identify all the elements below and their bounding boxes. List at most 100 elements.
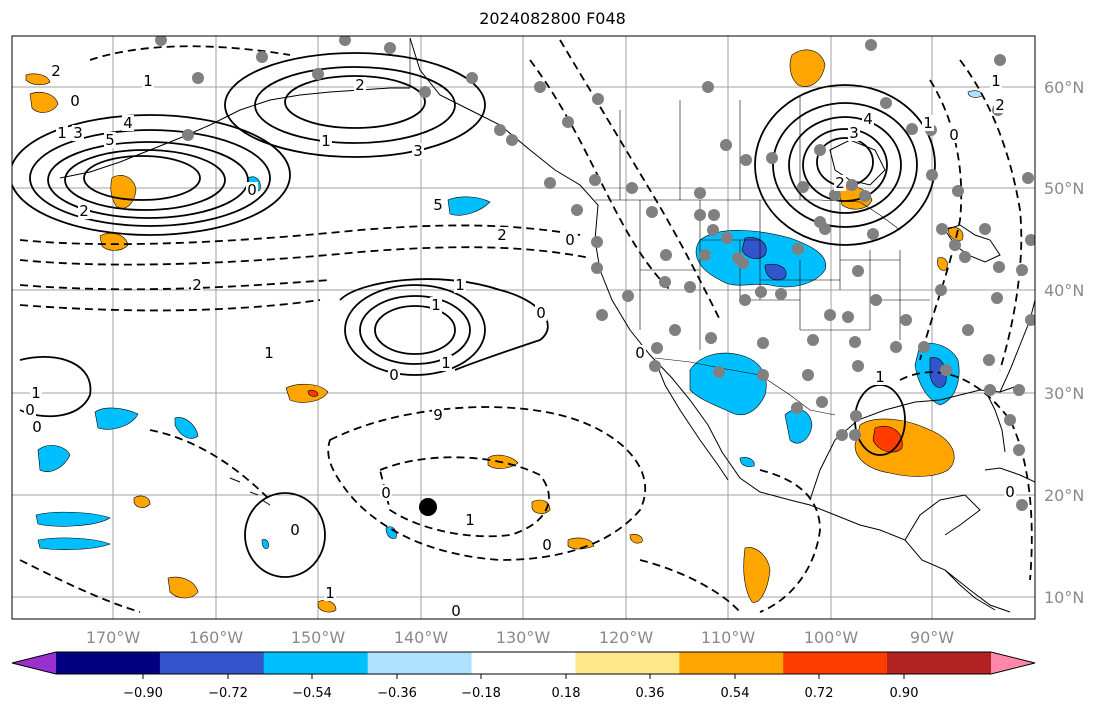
contour-label-background bbox=[948, 127, 960, 143]
shaded-region bbox=[94, 407, 139, 430]
contour-label-background bbox=[496, 227, 508, 243]
contour-label-background bbox=[990, 73, 1002, 89]
contour-label-background bbox=[874, 369, 886, 385]
contour-label-background bbox=[634, 345, 646, 361]
station-dot bbox=[466, 72, 478, 84]
station-dot bbox=[859, 190, 871, 202]
contour-label: 5 bbox=[105, 131, 115, 149]
contour-label-background bbox=[30, 385, 42, 401]
contour-label: 1 bbox=[875, 368, 885, 386]
shaded-region bbox=[743, 547, 771, 603]
station-dot bbox=[707, 224, 719, 236]
contour-label: 2 bbox=[835, 174, 845, 192]
contour-solid bbox=[788, 116, 902, 214]
contour-label: 0 bbox=[381, 484, 391, 502]
colorbar-label: 0.90 bbox=[890, 686, 919, 701]
station-dot bbox=[721, 232, 733, 244]
shaded-region bbox=[947, 227, 964, 241]
lon-tick-label: 100°W bbox=[804, 628, 859, 647]
contour-lines-solid bbox=[12, 52, 936, 578]
station-dot bbox=[312, 68, 324, 80]
contour-label-background bbox=[454, 277, 466, 293]
coastline-hawaii bbox=[229, 477, 271, 506]
contour-label: 0 bbox=[536, 304, 546, 322]
station-dot bbox=[994, 54, 1006, 66]
contour-label: 0 bbox=[389, 366, 399, 384]
contour-dashed bbox=[639, 559, 741, 613]
contour-label-background bbox=[122, 115, 134, 131]
station-dot bbox=[797, 181, 809, 193]
station-dot bbox=[935, 284, 947, 296]
station-dot bbox=[880, 97, 892, 109]
station-dot bbox=[646, 206, 658, 218]
coastline-hudson bbox=[829, 139, 886, 186]
lon-tick-label: 90°W bbox=[910, 628, 954, 647]
station-dot bbox=[918, 341, 930, 353]
coastline-east bbox=[999, 299, 1035, 393]
contour-label-background bbox=[430, 297, 442, 313]
contour-label: 0 bbox=[635, 344, 645, 362]
contour-label: 2 bbox=[355, 76, 365, 94]
colorbar-outline bbox=[11, 651, 1036, 675]
station-dot bbox=[983, 354, 995, 366]
contour-dashed bbox=[19, 559, 141, 613]
station-dot bbox=[755, 286, 767, 298]
station-dot bbox=[699, 249, 711, 261]
contour-label-background bbox=[388, 367, 400, 383]
contour-label-background bbox=[432, 407, 444, 423]
contour-label: 0 bbox=[32, 418, 42, 436]
lon-tick-label: 130°W bbox=[496, 628, 551, 647]
contour-solid bbox=[284, 75, 426, 129]
shaded-region bbox=[307, 389, 319, 397]
contour-label-background bbox=[246, 182, 258, 198]
contour-label: 2 bbox=[995, 96, 1005, 114]
colorbar-label: −0.18 bbox=[461, 686, 501, 701]
colorbar-segment bbox=[159, 652, 265, 674]
station-dot bbox=[852, 360, 864, 372]
contour-label-background bbox=[56, 125, 68, 141]
lon-tick-label: 120°W bbox=[599, 628, 654, 647]
station-dot bbox=[192, 72, 204, 84]
contour-label: 0 bbox=[70, 92, 80, 110]
contour-label-background bbox=[380, 485, 392, 501]
contour-label-background bbox=[922, 115, 934, 131]
contour-label-background bbox=[432, 197, 444, 213]
shaded-region bbox=[447, 196, 491, 216]
contour-label: 9 bbox=[433, 406, 443, 424]
storm-center-marker bbox=[419, 498, 437, 516]
contour-label: 1 bbox=[321, 132, 331, 150]
contour-label: 0 bbox=[25, 401, 35, 419]
contour-solid bbox=[254, 66, 456, 144]
colorbar-extend-min bbox=[12, 652, 56, 674]
contour-label: 0 bbox=[542, 536, 552, 554]
colorbar-segment bbox=[887, 652, 992, 674]
station-dot bbox=[959, 251, 971, 263]
shaded-region bbox=[789, 49, 826, 87]
longitude-labels: 170°W 160°W 150°W 140°W 130°W 120°W 110°… bbox=[86, 628, 954, 647]
observation-stations bbox=[155, 36, 1035, 511]
contour-label: 2 bbox=[497, 226, 507, 244]
contour-label: 1 bbox=[465, 511, 475, 529]
contour-label: 1 bbox=[455, 276, 465, 294]
contour-label-background bbox=[541, 537, 553, 553]
shaded-region bbox=[25, 73, 51, 86]
lat-tick-label: 60°N bbox=[1044, 78, 1084, 97]
shaded-region bbox=[872, 426, 903, 453]
contour-dashed bbox=[19, 246, 591, 266]
shaded-anomalies bbox=[25, 49, 983, 613]
border-us-canada bbox=[595, 199, 901, 231]
station-dot bbox=[852, 265, 864, 277]
contour-solid bbox=[224, 52, 486, 158]
station-dot bbox=[766, 152, 778, 164]
shaded-region bbox=[133, 495, 151, 508]
station-dot bbox=[739, 294, 751, 306]
contour-label: 1 bbox=[325, 584, 335, 602]
station-dot bbox=[865, 39, 877, 51]
coastline-florida bbox=[984, 389, 1006, 453]
station-dot bbox=[993, 261, 1005, 273]
colorbar-segment bbox=[783, 652, 888, 674]
contour-dashed bbox=[959, 59, 1023, 371]
contour-label: 2 bbox=[79, 202, 89, 220]
colorbar-label: −0.36 bbox=[377, 686, 417, 701]
contour-label: 2 bbox=[192, 276, 202, 294]
